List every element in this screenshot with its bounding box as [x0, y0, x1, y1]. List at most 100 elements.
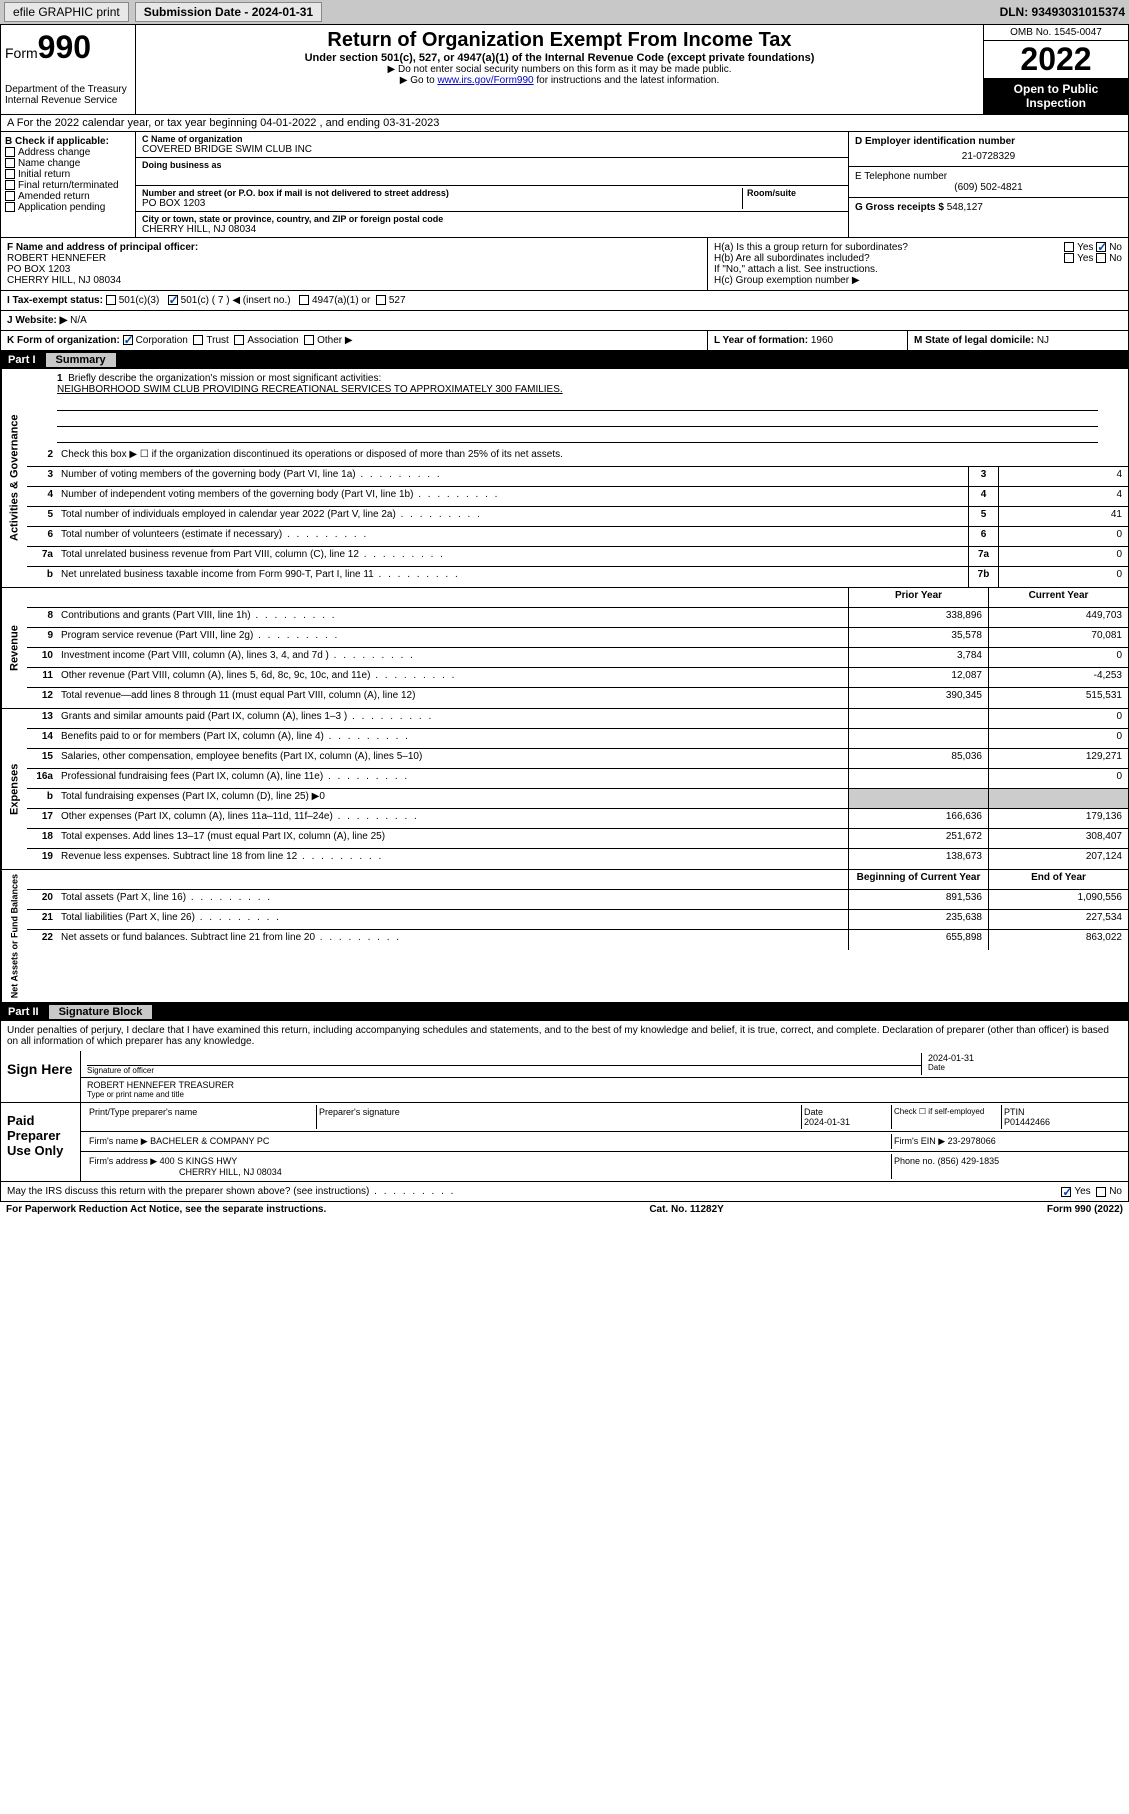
firm-addr1: 400 S KINGS HWY — [160, 1156, 238, 1166]
form-title-box: Return of Organization Exempt From Incom… — [136, 25, 983, 114]
cb-assoc[interactable] — [234, 335, 244, 345]
cb-app-pending[interactable] — [5, 202, 15, 212]
b-label: B Check if applicable: — [5, 136, 131, 147]
signature-block: Sign Here Signature of officer 2024-01-3… — [0, 1051, 1129, 1202]
firm-ein: 23-2978066 — [948, 1136, 996, 1146]
activities-governance: Activities & Governance 1 Briefly descri… — [0, 369, 1129, 588]
pra-notice: For Paperwork Reduction Act Notice, see … — [6, 1204, 326, 1215]
cb-hb-yes[interactable] — [1064, 253, 1074, 263]
line14: Benefits paid to or for members (Part IX… — [57, 729, 848, 748]
room-label: Room/suite — [747, 188, 842, 198]
val-3: 4 — [998, 467, 1128, 486]
mission-block: 1 Briefly describe the organization's mi… — [27, 369, 1128, 447]
line20: Total assets (Part X, line 16) — [57, 890, 848, 909]
side-net-assets: Net Assets or Fund Balances — [1, 870, 27, 1002]
sig-officer-label: Signature of officer — [87, 1065, 921, 1075]
line13: Grants and similar amounts paid (Part IX… — [57, 709, 848, 728]
prep-sig-label: Preparer's signature — [317, 1105, 802, 1129]
submission-date: Submission Date - 2024-01-31 — [135, 2, 322, 22]
prep-date: 2024-01-31 — [804, 1117, 850, 1127]
line19: Revenue less expenses. Subtract line 18 … — [57, 849, 848, 869]
line9: Program service revenue (Part VIII, line… — [57, 628, 848, 647]
officer-sig-name: ROBERT HENNEFER TREASURER — [87, 1080, 1122, 1090]
col-current: Current Year — [988, 588, 1128, 607]
form-note-link: ▶ Go to www.irs.gov/Form990 for instruct… — [144, 75, 975, 86]
form-number: 990 — [38, 29, 91, 65]
line22: Net assets or fund balances. Subtract li… — [57, 930, 848, 950]
discuss-question: May the IRS discuss this return with the… — [7, 1186, 455, 1197]
cb-ha-yes[interactable] — [1064, 242, 1074, 252]
line4: Number of independent voting members of … — [57, 487, 968, 506]
gross-receipts-label: G Gross receipts $ — [855, 202, 944, 213]
line7b: Net unrelated business taxable income fr… — [57, 567, 968, 587]
org-name-addr: C Name of organization COVERED BRIDGE SW… — [136, 132, 848, 237]
dln: DLN: 93493031015374 — [1000, 5, 1125, 19]
cb-4947[interactable] — [299, 295, 309, 305]
year-formation: 1960 — [811, 335, 833, 346]
form-footer: Form 990 (2022) — [1047, 1204, 1123, 1215]
cb-other[interactable] — [304, 335, 314, 345]
cb-name-change[interactable] — [5, 158, 15, 168]
cb-corp[interactable] — [123, 335, 133, 345]
line16b: Total fundraising expenses (Part IX, col… — [57, 789, 848, 808]
principal-officer: F Name and address of principal officer:… — [1, 238, 708, 290]
tax-exempt-row: I Tax-exempt status: 501(c)(3) 501(c) ( … — [0, 291, 1129, 311]
irs-link[interactable]: www.irs.gov/Form990 — [437, 75, 533, 86]
line2: Check this box ▶ ☐ if the organization d… — [57, 447, 1128, 466]
cb-discuss-no[interactable] — [1096, 1187, 1106, 1197]
firm-name: BACHELER & COMPANY PC — [150, 1136, 269, 1146]
dba-label: Doing business as — [142, 160, 842, 170]
line11: Other revenue (Part VIII, column (A), li… — [57, 668, 848, 687]
cb-trust[interactable] — [193, 335, 203, 345]
form-id-box: Form990 Department of the Treasury Inter… — [1, 25, 136, 114]
self-employed: Check ☐ if self-employed — [892, 1105, 1002, 1129]
org-address: PO BOX 1203 — [142, 198, 742, 209]
ptin: P01442466 — [1004, 1117, 1050, 1127]
officer-addr2: CHERRY HILL, NJ 08034 — [7, 275, 701, 286]
form-label: Form — [5, 45, 38, 61]
perjury-declaration: Under penalties of perjury, I declare th… — [0, 1021, 1129, 1051]
val-7a: 0 — [998, 547, 1128, 566]
dept-treasury: Department of the Treasury Internal Reve… — [5, 84, 131, 106]
c-name-label: C Name of organization — [142, 134, 842, 144]
col-end: End of Year — [988, 870, 1128, 889]
footer: For Paperwork Reduction Act Notice, see … — [0, 1202, 1129, 1217]
net-assets-section: Net Assets or Fund Balances Beginning of… — [0, 870, 1129, 1003]
phone-label: E Telephone number — [855, 171, 1122, 182]
efile-graphic-btn[interactable]: efile GRAPHIC print — [4, 2, 129, 22]
line7a: Total unrelated business revenue from Pa… — [57, 547, 968, 566]
officer-name: ROBERT HENNEFER — [7, 253, 701, 264]
group-return-box: H(a) Is this a group return for subordin… — [708, 238, 1128, 290]
sig-date: 2024-01-31 — [928, 1053, 1122, 1063]
org-city: CHERRY HILL, NJ 08034 — [142, 224, 842, 235]
line3: Number of voting members of the governin… — [57, 467, 968, 486]
cb-ha-no[interactable] — [1096, 242, 1106, 252]
open-to-public: Open to Public Inspection — [984, 78, 1128, 114]
line6: Total number of volunteers (estimate if … — [57, 527, 968, 546]
org-form-row: K Form of organization: Corporation Trus… — [0, 331, 1129, 351]
col-begin: Beginning of Current Year — [848, 870, 988, 889]
val-5: 41 — [998, 507, 1128, 526]
cb-discuss-yes[interactable] — [1061, 1187, 1071, 1197]
cb-initial-return[interactable] — [5, 169, 15, 179]
form-title: Return of Organization Exempt From Incom… — [144, 29, 975, 52]
phone: (609) 502-4821 — [855, 182, 1122, 193]
side-revenue: Revenue — [1, 588, 27, 708]
gross-receipts: 548,127 — [947, 202, 983, 213]
line18: Total expenses. Add lines 13–17 (must eq… — [57, 829, 848, 848]
cb-501c[interactable] — [168, 295, 178, 305]
tax-period: A For the 2022 calendar year, or tax yea… — [0, 115, 1129, 132]
website: N/A — [70, 315, 87, 326]
cb-527[interactable] — [376, 295, 386, 305]
line21: Total liabilities (Part X, line 26) — [57, 910, 848, 929]
cb-501c3[interactable] — [106, 295, 116, 305]
line16a: Professional fundraising fees (Part IX, … — [57, 769, 848, 788]
tax-year: 2022 — [984, 41, 1128, 78]
form-subtitle: Under section 501(c), 527, or 4947(a)(1)… — [144, 52, 975, 64]
city-label: City or town, state or province, country… — [142, 214, 842, 224]
cb-hb-no[interactable] — [1096, 253, 1106, 263]
cb-final-return[interactable] — [5, 180, 15, 190]
hb-note: If "No," attach a list. See instructions… — [714, 264, 1122, 275]
cb-address-change[interactable] — [5, 147, 15, 157]
cb-amended[interactable] — [5, 191, 15, 201]
